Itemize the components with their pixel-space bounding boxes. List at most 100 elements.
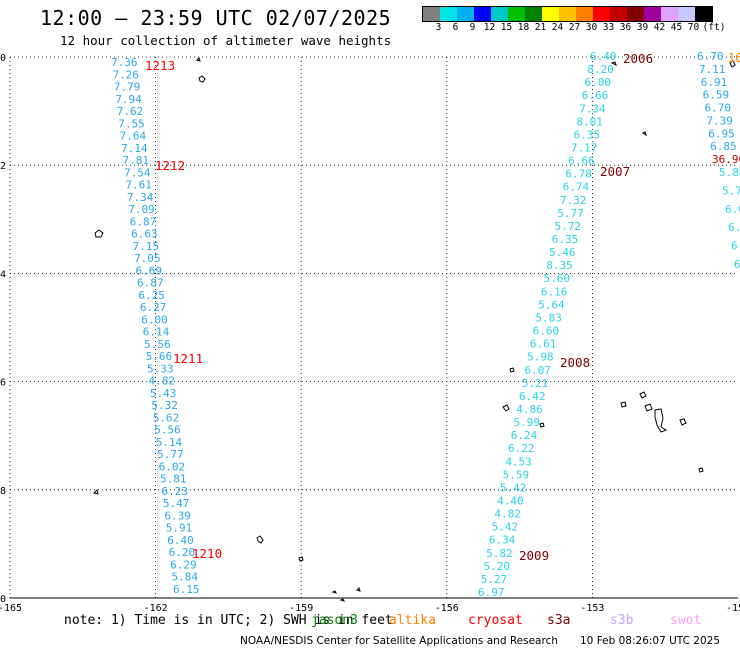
wave-height-value: 6.35 bbox=[552, 233, 579, 246]
wave-height-value: 5.56 bbox=[144, 338, 171, 351]
wave-height-value: 5.14 bbox=[156, 436, 183, 449]
color-scale-bar bbox=[422, 6, 713, 22]
wave-height-value: 5.77 bbox=[157, 448, 184, 461]
wave-height-value: 6.00 bbox=[141, 313, 168, 326]
wave-height-value: 6.78 bbox=[565, 168, 592, 181]
wave-height-value: 6.60 bbox=[533, 325, 560, 338]
satellite-legend-item: jason3 bbox=[311, 613, 358, 628]
wave-height-value: 7.54 bbox=[124, 166, 151, 179]
latitude-tick-label: -18 bbox=[0, 486, 6, 497]
wave-height-value: 5.64 bbox=[538, 298, 565, 311]
wave-height-value: 7.34 bbox=[579, 102, 606, 115]
wave-height-value: 4.40 bbox=[497, 494, 524, 507]
island-outline bbox=[94, 229, 104, 238]
wave-height-value: 5.88 bbox=[719, 166, 740, 179]
axis-tick-labels: -165 -162 -159 -156 -153 -150 -10 -12 -14 -16 -18 -… bbox=[0, 53, 740, 614]
wave-height-value: 5.77 bbox=[557, 207, 584, 220]
wave-height-value: 6.63 bbox=[131, 228, 158, 241]
color-swatch bbox=[610, 7, 627, 21]
island-outline bbox=[196, 57, 201, 62]
wave-height-value: 7.81 bbox=[123, 154, 150, 167]
island-outline bbox=[610, 61, 617, 66]
wave-height-value: 5.83 bbox=[535, 311, 562, 324]
wave-height-value: 7.39 bbox=[706, 114, 733, 127]
wave-height-value: 5.59 bbox=[503, 468, 529, 481]
wave-height-value: 6.02 bbox=[159, 460, 186, 473]
wave-height-value: 7.17 bbox=[571, 142, 598, 155]
wave-height-value: 4.86 bbox=[516, 403, 543, 416]
latitude-tick-label: -14 bbox=[0, 269, 6, 280]
island-outline bbox=[698, 467, 704, 473]
longitude-tick-label: -150 bbox=[726, 603, 740, 614]
island-outline bbox=[356, 587, 361, 592]
wave-height-value: 7.94 bbox=[115, 93, 142, 106]
wave-height-value: 6.91 bbox=[701, 76, 728, 89]
satellite-legend-item: swot bbox=[670, 613, 702, 628]
wave-height-value: 8.20 bbox=[587, 63, 614, 76]
color-scale-label: 30 bbox=[585, 22, 598, 33]
wave-height-value: 7.79 bbox=[114, 81, 141, 94]
wave-height-value: 5.42 bbox=[492, 521, 519, 534]
wave-height-value: 5.33 bbox=[147, 362, 174, 375]
longitude-tick-label: -153 bbox=[580, 603, 604, 614]
wave-height-value: 7.36 bbox=[111, 56, 138, 69]
wave-height-value: 4.53 bbox=[505, 455, 532, 468]
latitude-tick-label: -16 bbox=[0, 378, 6, 389]
color-swatch bbox=[559, 7, 576, 21]
longitude-tick-label: -165 bbox=[0, 603, 22, 614]
satellite-legend-item: altika bbox=[389, 613, 436, 628]
color-swatch bbox=[644, 7, 661, 21]
color-scale-label: 15 bbox=[500, 22, 513, 33]
wave-height-value: 6.39 bbox=[164, 509, 191, 522]
color-scale-label: 12 bbox=[483, 22, 496, 33]
wave-height-values: 7.367.267.797.947.627.557.647.147.817.54… bbox=[111, 50, 740, 599]
wave-height-value: 5.42 bbox=[500, 481, 526, 494]
color-scale-label: 70 bbox=[687, 22, 700, 33]
latitude-tick-label: -20 bbox=[0, 594, 6, 605]
island-outline bbox=[654, 408, 668, 433]
wave-height-value: 7.05 bbox=[134, 252, 161, 265]
grid-lines bbox=[9, 56, 738, 599]
island-outline bbox=[339, 598, 345, 602]
wave-height-value: 5.60 bbox=[544, 272, 571, 285]
wave-height-value: 8.01 bbox=[576, 115, 603, 128]
wave-height-value: 5.98 bbox=[527, 351, 554, 364]
map-subtitle: 12 hour collection of altimeter wave hei… bbox=[60, 33, 392, 48]
pass-time-label: 2008 bbox=[560, 355, 590, 370]
wave-height-value: 6.14 bbox=[143, 326, 170, 339]
island-outline bbox=[639, 391, 647, 399]
wave-height-value: 5.32 bbox=[151, 399, 178, 412]
color-scale-label: 45 bbox=[670, 22, 683, 33]
wave-height-value: 6.66 bbox=[568, 155, 595, 168]
wave-height-value: 6.66 bbox=[582, 89, 609, 102]
wave-height-value: 7.55 bbox=[118, 117, 145, 130]
color-swatch bbox=[491, 7, 508, 21]
island-outline bbox=[256, 535, 264, 544]
island-outline bbox=[502, 404, 510, 412]
color-swatch bbox=[542, 7, 559, 21]
wave-height-value: 6.20 bbox=[169, 546, 196, 559]
longitude-tick-label: -162 bbox=[144, 603, 168, 614]
map-title: 12:00 – 23:59 UTC 02/07/2025 bbox=[40, 6, 392, 30]
longitude-tick-label: -156 bbox=[435, 603, 459, 614]
wave-height-value: 8.35 bbox=[546, 259, 573, 272]
wave-height-value: 6.70 bbox=[705, 102, 732, 115]
color-scale-label: 33 bbox=[602, 22, 615, 33]
wave-height-value: 5.56 bbox=[154, 424, 181, 437]
island-outline bbox=[198, 75, 206, 83]
wave-height-value: 6.00 bbox=[585, 76, 612, 89]
wave-height-value: 7.34 bbox=[127, 191, 154, 204]
wave-height-value: 5.43 bbox=[150, 387, 177, 400]
island-outline bbox=[644, 403, 653, 412]
satellite-legend-item: s3b bbox=[610, 613, 634, 628]
wave-height-value: 6.16 bbox=[541, 285, 568, 298]
wave-height-value: 7.11 bbox=[699, 63, 726, 76]
color-swatch bbox=[576, 7, 593, 21]
wave-height-value: 7.09 bbox=[128, 203, 155, 216]
color-scale-label: 42 bbox=[653, 22, 666, 33]
wave-height-value: 4.82 bbox=[494, 508, 521, 521]
color-scale-label: 24 bbox=[551, 22, 564, 33]
wave-height-value: 6. bbox=[734, 258, 740, 271]
island-outline bbox=[331, 590, 337, 594]
pass-time-label: 1213 bbox=[145, 58, 175, 73]
